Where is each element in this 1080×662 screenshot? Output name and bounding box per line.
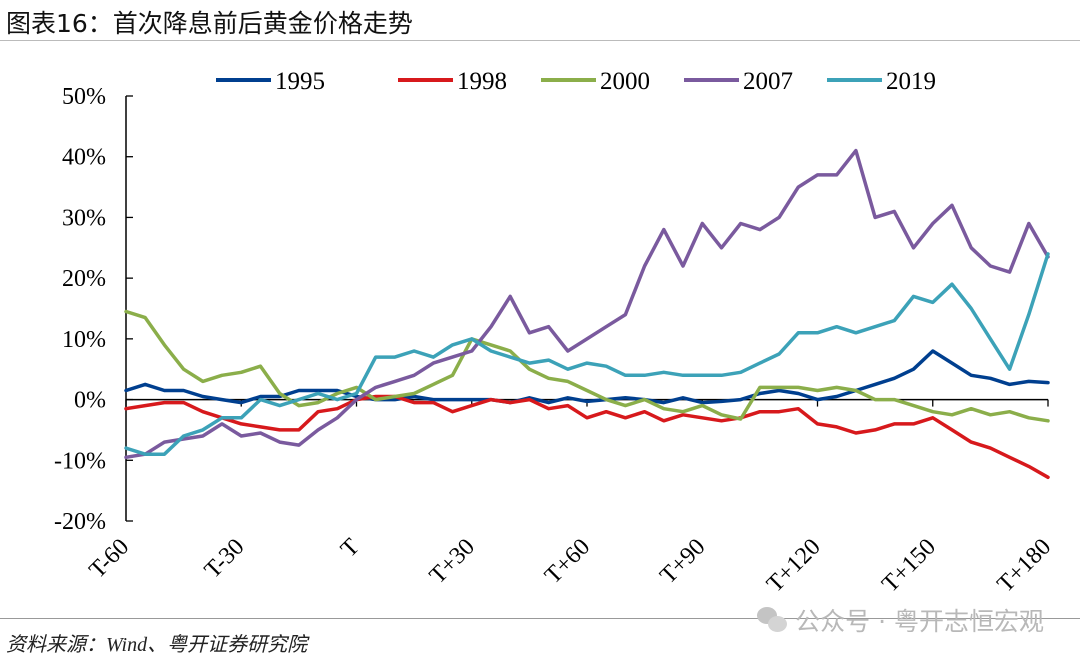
y-tick-label: 50% xyxy=(62,84,106,110)
x-tick-label: T-60 xyxy=(84,534,134,584)
series-line-2000 xyxy=(124,309,1050,423)
y-tick-label: -20% xyxy=(54,509,106,535)
y-tick-label: -10% xyxy=(54,448,106,474)
y-tick-label: 20% xyxy=(62,266,106,292)
legend-label: 2000 xyxy=(600,68,650,95)
y-tick-label: 30% xyxy=(62,205,106,231)
axes: -20% -10% 0% 10% 20% 30% 40% 50% T-60 T-30 T T+30 T+… xyxy=(54,84,1056,598)
y-tick-label: 0% xyxy=(74,388,106,414)
footer-divider xyxy=(0,618,1080,619)
series-line-1995 xyxy=(124,349,1050,405)
x-tick-label: T xyxy=(336,534,365,563)
source-note: 资料来源：Wind、粤开证券研究院 xyxy=(6,634,308,656)
series-line-2019 xyxy=(124,252,1050,456)
legend: 1995 1998 2000 2007 2019 xyxy=(216,68,936,95)
legend-label: 2019 xyxy=(886,68,936,95)
x-tick-label: T+150 xyxy=(877,534,941,598)
x-tick-label: T-30 xyxy=(200,534,250,584)
x-tick-label: T+120 xyxy=(762,534,826,598)
chart-title: 图表16：首次降息前后黄金价格走势 xyxy=(6,9,413,38)
legend-label: 1998 xyxy=(457,68,507,95)
y-tick-label: 40% xyxy=(62,145,106,171)
x-tick-label: T+90 xyxy=(655,534,710,589)
y-tick-label: 10% xyxy=(62,327,106,353)
series-line-2007 xyxy=(124,148,1050,460)
legend-label: 2007 xyxy=(743,68,793,95)
watermark: 公众号 · 粤开志恒宏观 xyxy=(757,602,1044,638)
series-line-1998 xyxy=(124,394,1050,480)
wechat-icon xyxy=(757,607,788,633)
title-divider xyxy=(0,40,1080,41)
legend-label: 1995 xyxy=(275,68,325,95)
series-lines xyxy=(124,148,1050,480)
x-tick-label: T+180 xyxy=(992,534,1056,598)
watermark-text: 公众号 · 粤开志恒宏观 xyxy=(795,607,1044,636)
line-chart: 1995 1998 2000 2007 2019 -20% -10% 0% 10% 20% 30%… xyxy=(54,68,1056,598)
x-tick-label: T+30 xyxy=(425,534,480,589)
x-tick-label: T+60 xyxy=(540,534,595,589)
